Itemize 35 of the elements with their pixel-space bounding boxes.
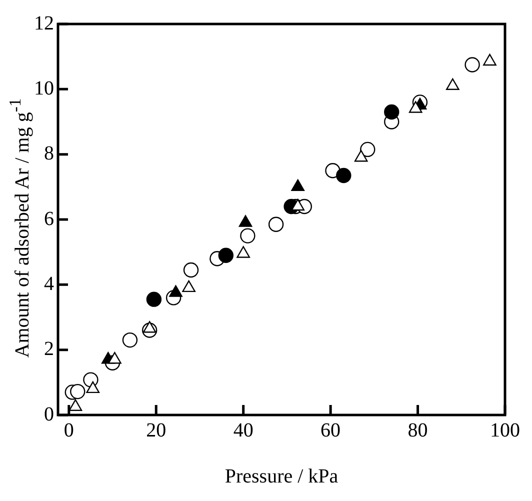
y-tick-label: 8	[44, 142, 54, 165]
point	[68, 399, 82, 411]
x-tick-label: 80	[408, 419, 428, 442]
x-tick-label: 60	[320, 419, 341, 442]
x-tick-label: 20	[146, 419, 166, 442]
y-tick-label: 0	[44, 403, 54, 426]
point	[236, 246, 250, 258]
y-tick-label: 2	[44, 338, 54, 360]
point	[122, 332, 138, 348]
point	[291, 198, 305, 211]
y-tick-label: 12	[34, 12, 54, 34]
point	[464, 57, 480, 72]
point	[182, 280, 196, 292]
point	[86, 381, 100, 394]
point	[142, 321, 156, 333]
point	[336, 168, 352, 184]
point	[108, 352, 122, 364]
y-tick-label: 10	[34, 77, 54, 100]
point	[268, 216, 284, 232]
x-tick-label: 40	[233, 419, 254, 442]
point	[238, 215, 252, 227]
point	[169, 285, 182, 297]
point	[360, 142, 376, 158]
y-tick-label: 4	[44, 272, 54, 295]
point	[183, 262, 199, 278]
x-tick-label: 100	[490, 419, 520, 442]
point	[146, 292, 162, 307]
point	[240, 228, 256, 244]
point	[384, 104, 400, 120]
point	[218, 248, 234, 263]
y-tick-label: 6	[44, 208, 54, 230]
x-tick-label: 0	[64, 419, 74, 442]
point	[291, 179, 305, 192]
point	[70, 384, 86, 400]
x-axis-title: Pressure / kPa	[224, 465, 338, 488]
